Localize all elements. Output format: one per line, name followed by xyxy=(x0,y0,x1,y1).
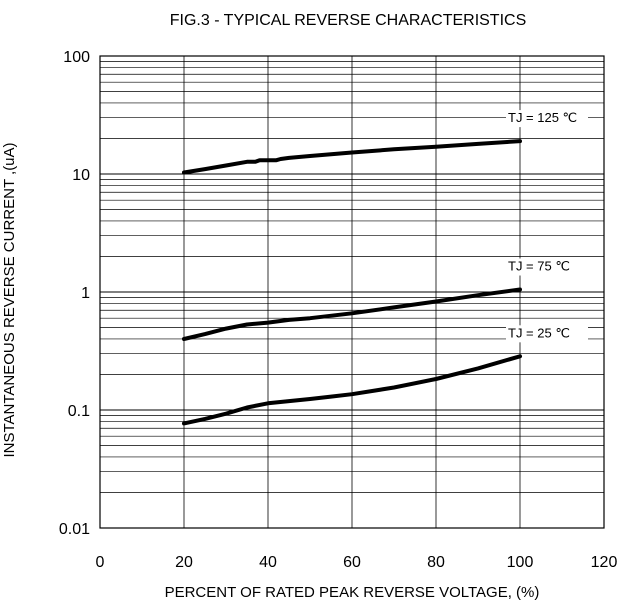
y-tick-label: 10 xyxy=(72,167,90,184)
series-line xyxy=(182,354,522,426)
x-tick-label: 80 xyxy=(427,554,445,571)
series-label: TJ = 75 ℃ xyxy=(508,258,570,273)
x-tick-label: 60 xyxy=(343,554,361,571)
x-axis-label: PERCENT OF RATED PEAK REVERSE VOLTAGE, (… xyxy=(165,584,540,601)
x-tick-label: 0 xyxy=(96,554,105,571)
y-tick-labels: 0.01 0.1 1 10 100 xyxy=(59,49,90,538)
series-line xyxy=(182,139,522,175)
series-label: TJ = 125 ℃ xyxy=(508,110,577,125)
series-label-background xyxy=(506,325,588,343)
y-axis-label: INSTANTANEOUS REVERSE CURRENT ,(uA) xyxy=(1,142,18,457)
series-label: TJ = 25 ℃ xyxy=(508,325,570,340)
series-labels: TJ = 125 ℃ TJ = 75 ℃ TJ = 25 ℃ xyxy=(506,110,588,343)
x-tick-label: 20 xyxy=(175,554,193,571)
y-tick-label: 1 xyxy=(81,285,90,302)
series-label-background xyxy=(506,110,588,128)
series-line xyxy=(182,287,522,341)
plot-frame xyxy=(99,55,605,529)
series-label-background xyxy=(506,258,588,276)
x-tick-label: 40 xyxy=(259,554,277,571)
y-tick-label: 100 xyxy=(63,49,90,66)
y-tick-label: 0.1 xyxy=(68,403,90,420)
x-tick-labels: 0 20 40 60 80 100 120 xyxy=(96,554,618,571)
series-group xyxy=(182,139,522,426)
y-tick-label: 0.01 xyxy=(59,521,90,538)
x-tick-label: 120 xyxy=(591,554,618,571)
chart-title: FIG.3 - TYPICAL REVERSE CHARACTERISTICS xyxy=(170,12,527,29)
x-tick-label: 100 xyxy=(507,554,534,571)
